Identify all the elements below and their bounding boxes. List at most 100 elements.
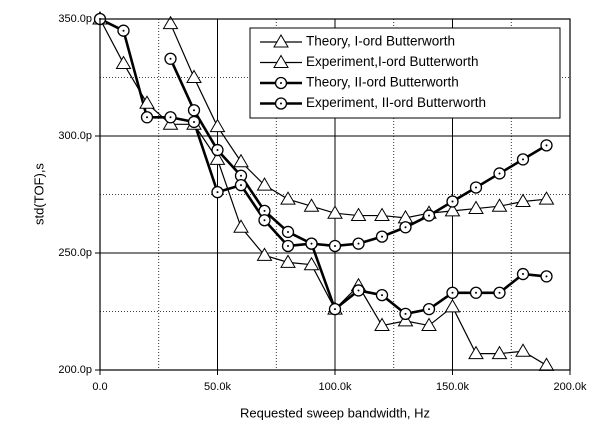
marker-dot bbox=[357, 289, 360, 292]
marker bbox=[258, 214, 271, 227]
marker bbox=[164, 52, 177, 65]
y-tick-label: 300.0p bbox=[58, 130, 92, 142]
marker bbox=[273, 34, 289, 48]
marker bbox=[421, 317, 437, 332]
legend-label: Theory, I-ord Butterworth bbox=[306, 34, 455, 49]
marker-dot bbox=[475, 291, 477, 294]
x-tick-label: 50.0k bbox=[204, 381, 231, 393]
marker bbox=[186, 69, 202, 83]
marker bbox=[115, 55, 132, 69]
marker bbox=[422, 303, 436, 316]
marker bbox=[446, 286, 459, 299]
marker bbox=[233, 153, 249, 168]
marker bbox=[444, 202, 461, 217]
marker bbox=[139, 95, 155, 109]
marker bbox=[187, 115, 201, 129]
marker-dot bbox=[287, 230, 289, 233]
marker-dot bbox=[522, 273, 524, 276]
marker bbox=[469, 181, 483, 194]
marker bbox=[303, 198, 320, 212]
marker bbox=[209, 118, 226, 133]
marker bbox=[280, 191, 296, 205]
marker bbox=[515, 343, 531, 357]
marker-dot bbox=[381, 235, 383, 238]
marker-dot bbox=[280, 82, 282, 84]
legend: Theory, I-ord Butterworth Experiment,I-or… bbox=[249, 27, 561, 119]
marker-dot bbox=[451, 200, 454, 203]
marker-dot bbox=[310, 242, 313, 245]
marker-dot bbox=[522, 158, 524, 161]
marker bbox=[234, 178, 248, 192]
marker-dot bbox=[334, 244, 336, 247]
legend-label: Experiment, II-ord Butterworth bbox=[306, 95, 486, 110]
marker bbox=[211, 186, 224, 199]
marker bbox=[274, 76, 288, 90]
marker-dot bbox=[193, 120, 195, 123]
marker-dot bbox=[428, 308, 430, 311]
marker bbox=[256, 247, 273, 261]
marker-dot bbox=[381, 294, 383, 297]
marker bbox=[374, 317, 390, 332]
marker-dot bbox=[545, 144, 548, 147]
marker bbox=[162, 15, 179, 30]
marker-dot bbox=[451, 291, 454, 294]
marker bbox=[140, 111, 154, 124]
marker-dot bbox=[122, 29, 125, 32]
legend-label: Experiment,I-ord Butterworth bbox=[306, 54, 479, 69]
x-tick-label: 100.0k bbox=[318, 381, 352, 393]
marker bbox=[422, 209, 436, 222]
marker-dot bbox=[169, 116, 172, 119]
marker bbox=[327, 205, 343, 219]
marker bbox=[209, 151, 226, 165]
marker-dot bbox=[498, 291, 501, 294]
marker bbox=[444, 298, 461, 313]
marker-dot bbox=[357, 242, 360, 245]
marker bbox=[352, 284, 365, 297]
marker-dot bbox=[169, 57, 172, 60]
marker bbox=[352, 237, 365, 250]
marker bbox=[515, 193, 531, 208]
markers bbox=[92, 11, 555, 371]
y-tick-label: 350.0p bbox=[58, 13, 92, 25]
marker-dot bbox=[287, 244, 289, 247]
marker bbox=[303, 256, 320, 271]
marker bbox=[164, 111, 177, 124]
marker bbox=[468, 200, 484, 215]
marker-dot bbox=[216, 191, 219, 194]
marker bbox=[469, 286, 483, 299]
marker bbox=[399, 307, 412, 320]
x-axis-label: Requested sweep bandwidth, Hz bbox=[240, 405, 430, 420]
marker bbox=[468, 345, 484, 360]
marker bbox=[187, 104, 201, 117]
y-axis-label: std(TOF),s bbox=[31, 163, 46, 225]
plot-frame bbox=[99, 18, 571, 371]
marker bbox=[446, 195, 459, 208]
legend-label: Theory, II-ord Butterworth bbox=[306, 75, 459, 90]
marker-dot bbox=[193, 109, 195, 112]
marker bbox=[493, 167, 506, 180]
marker bbox=[117, 24, 130, 37]
marker bbox=[540, 270, 553, 283]
marker bbox=[256, 177, 273, 191]
marker bbox=[328, 303, 342, 316]
marker-dot bbox=[334, 308, 336, 311]
marker-dot bbox=[216, 149, 219, 152]
marker-dot bbox=[240, 174, 242, 177]
marker-dot bbox=[263, 209, 266, 212]
marker-dot bbox=[404, 226, 407, 229]
marker bbox=[538, 191, 555, 205]
x-tick-label: 0.0 bbox=[92, 381, 107, 393]
y-tick-label: 250.0p bbox=[58, 247, 92, 259]
marker-dot bbox=[280, 102, 282, 105]
marker bbox=[328, 239, 342, 253]
marker bbox=[273, 54, 289, 68]
marker-dot bbox=[545, 275, 548, 278]
marker bbox=[516, 153, 530, 166]
marker-dot bbox=[428, 214, 430, 217]
marker bbox=[280, 254, 296, 268]
marker bbox=[374, 207, 390, 222]
marker bbox=[538, 357, 555, 371]
marker bbox=[211, 143, 224, 157]
marker bbox=[281, 225, 295, 239]
